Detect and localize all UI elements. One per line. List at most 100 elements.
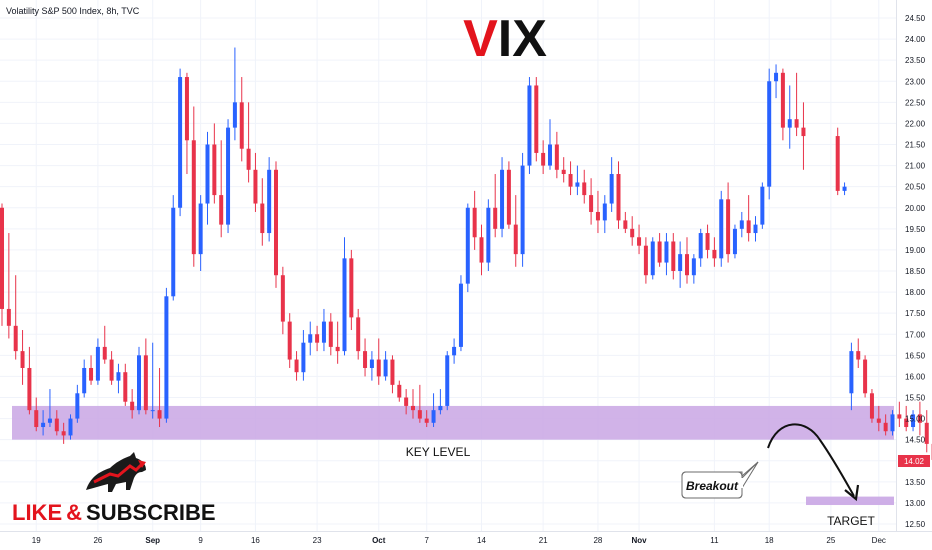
candle-body: [479, 237, 484, 263]
time-tick-label: 7: [424, 536, 429, 545]
candle-body: [41, 422, 46, 428]
time-tick-label: 23: [313, 536, 322, 545]
candle-body: [383, 359, 388, 377]
candle-body: [47, 418, 52, 423]
candle-body: [746, 220, 751, 234]
candle-body: [102, 346, 107, 360]
time-tick-label: 18: [765, 536, 774, 545]
candle-body: [835, 136, 840, 191]
price-tick-label: 13.50: [905, 478, 926, 487]
candle-body: [171, 207, 176, 297]
candle-body: [232, 102, 237, 128]
candle-body: [890, 414, 895, 432]
candle-body: [109, 359, 114, 381]
candle-body: [130, 401, 135, 411]
candle-body: [369, 359, 374, 368]
time-tick-label: 9: [198, 536, 203, 545]
vix-title-first-letter: V: [463, 10, 498, 68]
key-level-label: KEY LEVEL: [406, 445, 471, 459]
candle-body: [417, 410, 422, 419]
candle-body: [726, 199, 731, 255]
candle-body: [876, 418, 881, 423]
price-tick-label: 15.00: [905, 415, 926, 424]
like-subscribe-text: LIKE & SUBSCRIBE: [12, 500, 216, 525]
time-tick-label: 14: [477, 536, 486, 545]
price-tick-label: 16.50: [905, 351, 926, 360]
price-tick-label: 19.50: [905, 225, 926, 234]
price-axis[interactable]: 24.50 24.00 23.50 23.00 22.50 22.00 21.50 21.00…: [905, 14, 926, 529]
candle-body: [801, 127, 806, 137]
candle-body: [123, 372, 128, 402]
candle-body: [760, 186, 765, 225]
candle-body: [616, 174, 621, 221]
candle-body: [458, 283, 463, 347]
candle-body: [157, 410, 162, 419]
candle-body: [390, 359, 395, 385]
time-tick-label: 28: [593, 536, 602, 545]
projection-arrow: [767, 423, 855, 497]
candle-body: [863, 359, 868, 394]
time-tick-label: 16: [251, 536, 260, 545]
candle-body: [548, 144, 552, 166]
candle-body: [849, 351, 854, 394]
candle-body: [95, 346, 100, 381]
candle-body: [465, 207, 470, 284]
candle-body: [431, 410, 436, 423]
time-tick-label: Dec: [872, 536, 886, 545]
price-tick-label: 19.00: [905, 246, 926, 255]
candle-body: [75, 393, 80, 419]
time-tick-label: Oct: [372, 536, 386, 545]
candle-body: [349, 258, 354, 318]
candle-body: [356, 317, 361, 352]
price-tick-label: 20.50: [905, 183, 926, 192]
candle-body: [554, 144, 559, 170]
time-tick-label: 11: [710, 536, 719, 545]
amp-text: &: [66, 500, 82, 525]
candle-body: [397, 384, 402, 398]
candle-body: [424, 418, 429, 423]
candle-body: [609, 174, 614, 204]
candle-body: [856, 351, 861, 360]
candle-body: [678, 254, 683, 271]
breakout-callout: Breakout: [681, 461, 759, 499]
candle-body: [260, 203, 265, 234]
candle-body: [602, 203, 607, 221]
time-axis[interactable]: 19 26 Sep 9 16 23 Oct 7 14 21 28 Nov 11 18 25 Dec: [32, 536, 886, 545]
candle-body: [287, 321, 292, 360]
candle-body: [143, 355, 148, 411]
last-price-value: 14.02: [904, 457, 925, 466]
price-tick-label: 13.00: [905, 499, 926, 508]
candle-body: [657, 241, 662, 263]
candle-body: [561, 169, 566, 175]
candle-body: [212, 144, 217, 196]
target-zone: [806, 496, 894, 506]
candle-body: [787, 119, 792, 128]
price-tick-label: 21.50: [905, 141, 926, 150]
candle-body: [445, 355, 450, 406]
price-tick-label: 20.00: [905, 204, 926, 213]
key-level-zone: [12, 405, 894, 440]
price-tick-label: 22.50: [905, 98, 926, 107]
price-tick-label: 24.50: [905, 14, 926, 23]
time-tick-label: Nov: [631, 536, 647, 545]
price-tick-label: 18.00: [905, 288, 926, 297]
candle-body: [178, 77, 183, 208]
candlestick-series: [0, 47, 932, 460]
candle-body: [267, 169, 272, 234]
candle-body: [164, 296, 169, 419]
candle-body: [150, 410, 155, 412]
price-tick-label: 22.00: [905, 119, 926, 128]
candle-body: [794, 119, 799, 128]
candle-body: [780, 72, 785, 128]
candle-body: [219, 195, 224, 225]
candle-body: [34, 410, 39, 428]
candle-body: [739, 220, 744, 229]
candle-body: [301, 342, 306, 373]
candle-body: [184, 77, 189, 141]
candle-body: [280, 275, 285, 322]
candle-body: [315, 334, 320, 343]
candle-body: [89, 367, 94, 381]
candle-body: [61, 431, 66, 436]
candle-body: [6, 308, 11, 326]
